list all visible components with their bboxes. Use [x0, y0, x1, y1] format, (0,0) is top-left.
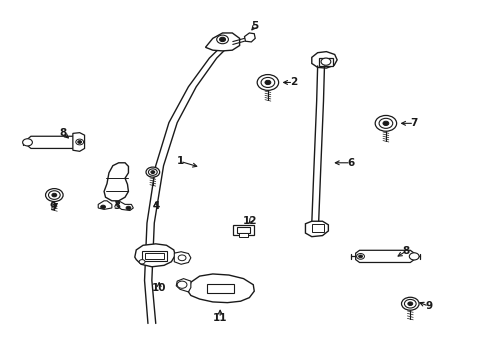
Circle shape [356, 253, 364, 259]
Polygon shape [355, 250, 413, 262]
Polygon shape [205, 33, 239, 51]
Bar [311, 225, 323, 231]
Circle shape [374, 116, 396, 131]
Circle shape [139, 260, 145, 264]
Circle shape [257, 75, 278, 90]
Polygon shape [98, 201, 112, 210]
Circle shape [382, 121, 388, 126]
Bar [206, 284, 233, 293]
Polygon shape [104, 163, 128, 201]
Bar [142, 251, 166, 261]
Polygon shape [27, 136, 76, 148]
Circle shape [101, 205, 105, 209]
Circle shape [321, 58, 330, 65]
Circle shape [261, 77, 274, 87]
Circle shape [45, 189, 63, 202]
Bar [144, 253, 163, 259]
Circle shape [22, 139, 32, 146]
Circle shape [401, 297, 418, 310]
Text: 8: 8 [402, 246, 409, 256]
Bar [236, 227, 250, 233]
Polygon shape [305, 221, 328, 237]
Text: 9: 9 [50, 202, 57, 212]
Polygon shape [135, 244, 175, 267]
Circle shape [52, 193, 57, 197]
Text: 5: 5 [251, 21, 258, 31]
Circle shape [216, 35, 228, 44]
Polygon shape [117, 201, 133, 211]
Text: 6: 6 [346, 158, 354, 168]
Circle shape [358, 255, 362, 258]
Circle shape [219, 37, 225, 41]
Text: 2: 2 [289, 77, 296, 87]
Polygon shape [244, 33, 255, 42]
Circle shape [404, 300, 415, 308]
Polygon shape [311, 51, 336, 68]
Text: 12: 12 [243, 216, 257, 226]
Text: 7: 7 [409, 118, 417, 128]
Text: 4: 4 [152, 201, 159, 211]
Text: 3: 3 [113, 201, 120, 211]
Circle shape [148, 169, 157, 175]
Polygon shape [188, 274, 254, 303]
Circle shape [177, 281, 186, 288]
Bar [233, 225, 253, 235]
Circle shape [76, 139, 83, 145]
Circle shape [407, 302, 412, 306]
Circle shape [78, 140, 81, 143]
Text: 1: 1 [176, 156, 183, 166]
Circle shape [151, 171, 155, 174]
Circle shape [264, 80, 270, 85]
Text: 11: 11 [212, 313, 227, 323]
Text: 8: 8 [60, 129, 66, 138]
Polygon shape [174, 252, 190, 264]
Circle shape [48, 191, 60, 199]
Polygon shape [73, 133, 84, 151]
Text: 9: 9 [425, 301, 431, 311]
Polygon shape [176, 279, 190, 292]
Text: 10: 10 [152, 283, 166, 293]
Circle shape [408, 253, 418, 260]
Circle shape [146, 167, 159, 177]
Bar [319, 58, 332, 66]
Circle shape [378, 118, 392, 129]
Circle shape [126, 206, 131, 210]
Bar [239, 233, 247, 237]
Circle shape [178, 255, 185, 261]
